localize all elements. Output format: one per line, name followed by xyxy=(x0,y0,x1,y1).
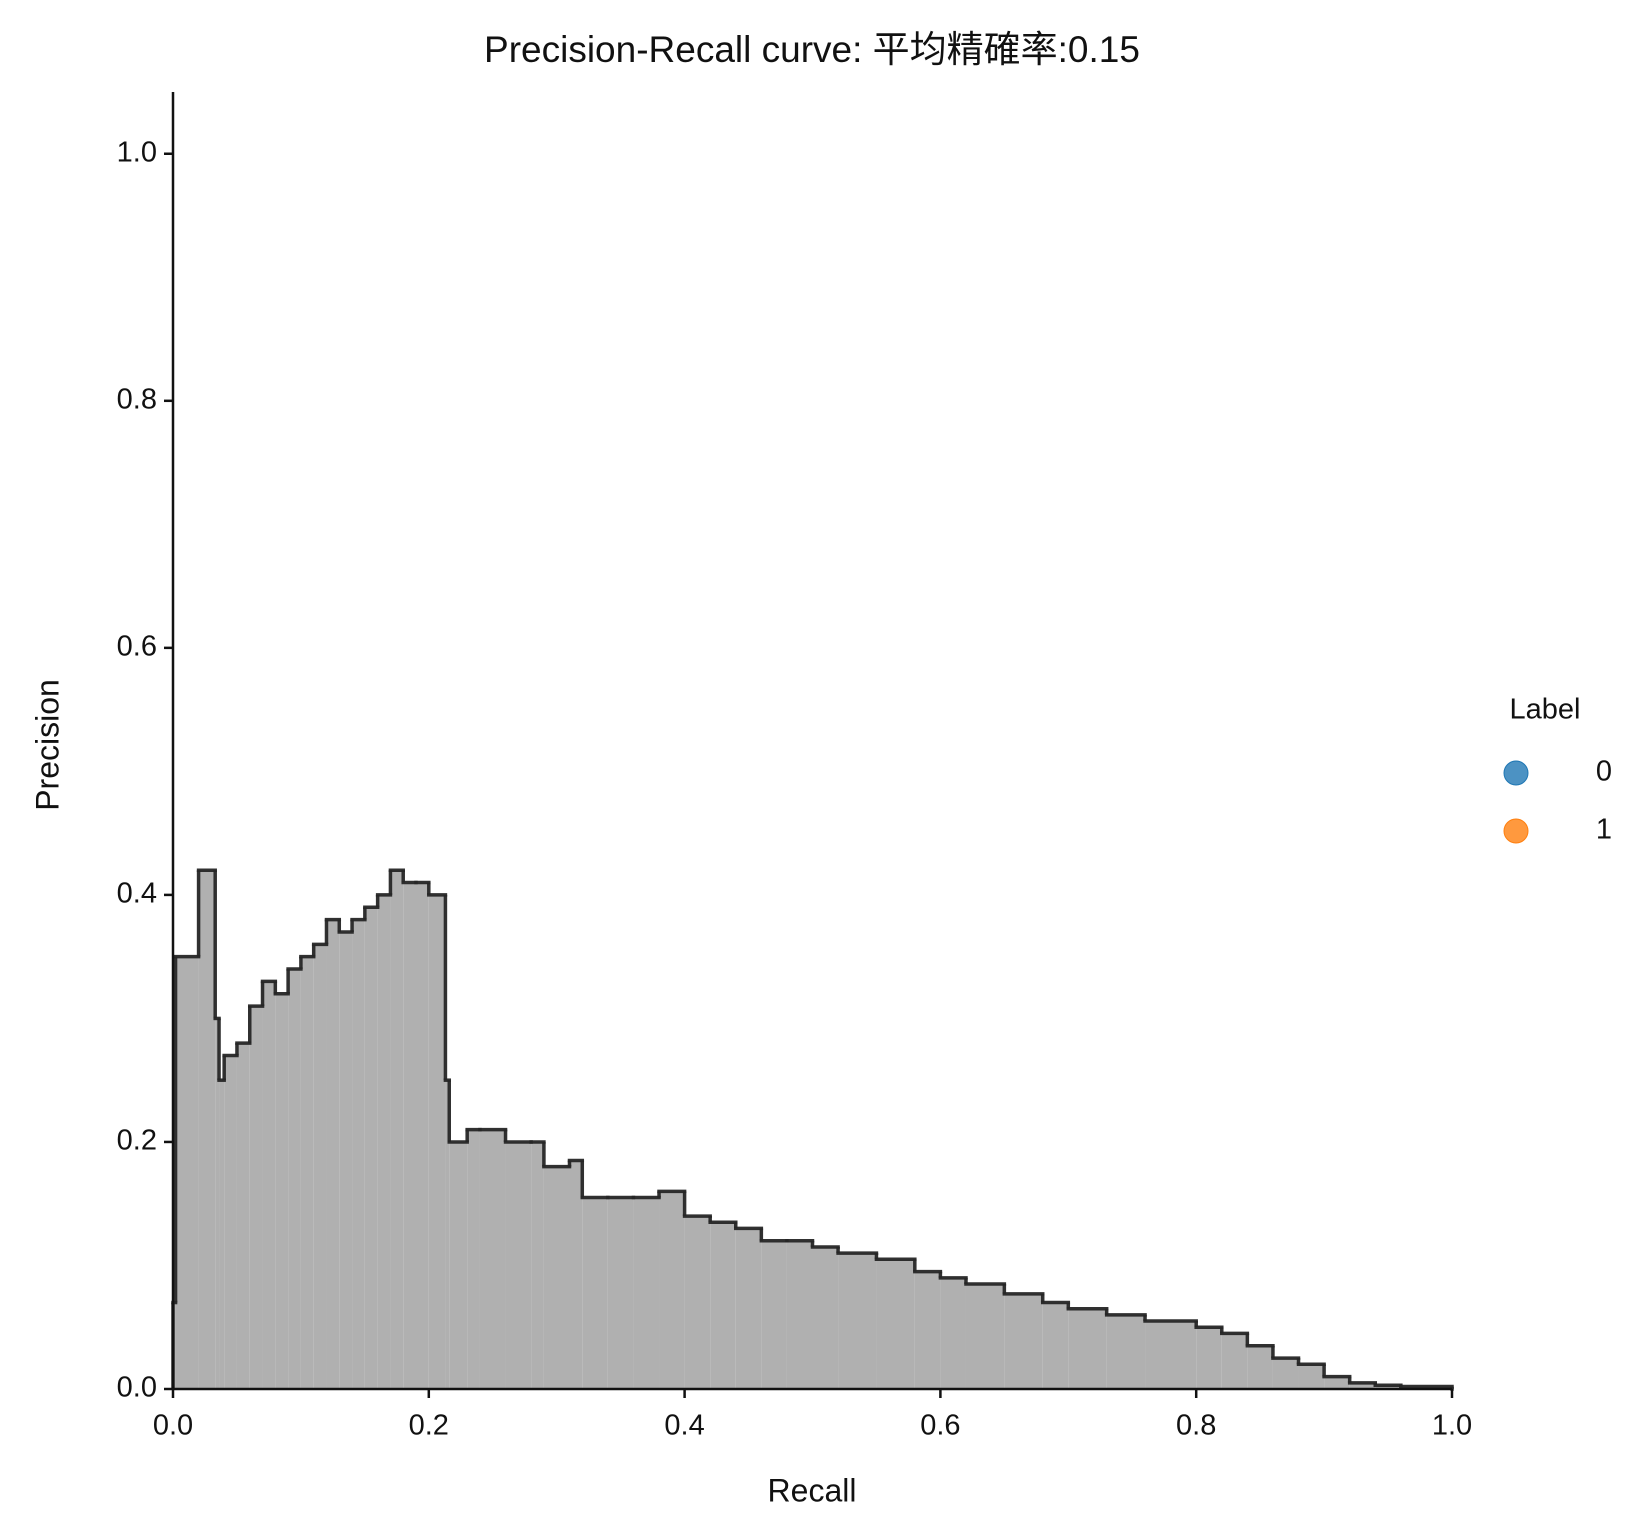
x-tick-label: 0.6 xyxy=(920,1410,960,1442)
area-step xyxy=(876,1259,915,1389)
legend-marker xyxy=(1503,760,1529,786)
area-step xyxy=(339,931,353,1389)
area-step xyxy=(326,919,340,1389)
area-step xyxy=(607,1197,634,1389)
area-step xyxy=(175,956,199,1389)
area-step xyxy=(1196,1327,1222,1389)
legend-label: 0 xyxy=(1596,756,1612,788)
y-tick-label: 0.2 xyxy=(117,1125,157,1157)
area-step xyxy=(275,993,289,1389)
area-step xyxy=(710,1222,736,1389)
area-step xyxy=(403,882,417,1389)
area-step xyxy=(582,1197,608,1389)
x-axis-label: Recall xyxy=(768,1472,857,1508)
y-tick-label: 0.0 xyxy=(117,1372,157,1404)
x-tick-label: 1.0 xyxy=(1432,1410,1472,1442)
legend-marker xyxy=(1503,818,1529,844)
area-step xyxy=(965,1284,1005,1389)
area-step xyxy=(735,1228,762,1389)
area-step xyxy=(288,969,301,1389)
area-step xyxy=(1004,1293,1043,1389)
area-step xyxy=(352,919,365,1389)
area-step xyxy=(940,1277,966,1389)
chart-title: Precision-Recall curve: 平均精確率:0.15 xyxy=(484,29,1140,70)
area-step xyxy=(1247,1345,1273,1389)
area-step xyxy=(838,1253,877,1389)
area-step xyxy=(445,1080,450,1389)
area-step xyxy=(1042,1302,1069,1389)
area-step xyxy=(1221,1333,1248,1389)
area-step xyxy=(1272,1358,1299,1389)
area-step xyxy=(236,1043,250,1389)
area-step xyxy=(364,907,378,1389)
area-step xyxy=(300,956,314,1389)
area-step xyxy=(1068,1308,1107,1389)
y-tick-label: 1.0 xyxy=(117,136,157,168)
x-tick-label: 0.8 xyxy=(1176,1410,1216,1442)
area-step xyxy=(224,1055,237,1389)
area-step xyxy=(428,894,446,1389)
area-step xyxy=(569,1160,583,1389)
area-step xyxy=(1349,1382,1376,1389)
area-step xyxy=(198,870,216,1389)
area-step xyxy=(531,1141,544,1389)
y-tick-label: 0.8 xyxy=(117,383,157,415)
area-step xyxy=(449,1141,468,1389)
area-step xyxy=(1375,1385,1401,1389)
area-step xyxy=(633,1197,660,1389)
area-step xyxy=(390,870,404,1389)
y-tick-label: 0.4 xyxy=(117,878,157,910)
x-tick-label: 0.2 xyxy=(409,1410,449,1442)
area-step xyxy=(215,1018,220,1389)
x-tick-label: 0.4 xyxy=(664,1410,704,1442)
legend-title: Label xyxy=(1510,694,1581,726)
area-step xyxy=(812,1246,839,1389)
legend-label: 1 xyxy=(1596,814,1612,846)
x-tick-label: 0.0 xyxy=(153,1410,193,1442)
area-step xyxy=(786,1240,813,1389)
y-tick-label: 0.6 xyxy=(117,631,157,663)
area-step xyxy=(219,1080,225,1389)
area-step xyxy=(1145,1321,1197,1389)
area-step xyxy=(313,944,327,1389)
area-step xyxy=(1298,1364,1325,1389)
area-step xyxy=(467,1129,480,1389)
area-step xyxy=(684,1216,711,1389)
area-step xyxy=(262,981,276,1389)
area-step xyxy=(479,1129,506,1389)
area-step xyxy=(377,894,391,1389)
area-step xyxy=(1324,1376,1350,1389)
area-step xyxy=(505,1141,532,1389)
area-step xyxy=(914,1271,941,1389)
y-axis-label: Precision xyxy=(29,679,65,811)
area-step xyxy=(543,1166,570,1389)
area-step xyxy=(249,1006,263,1389)
area-step xyxy=(1106,1314,1146,1389)
area-step xyxy=(761,1240,787,1389)
area-step xyxy=(416,882,429,1389)
area-step xyxy=(659,1191,685,1389)
